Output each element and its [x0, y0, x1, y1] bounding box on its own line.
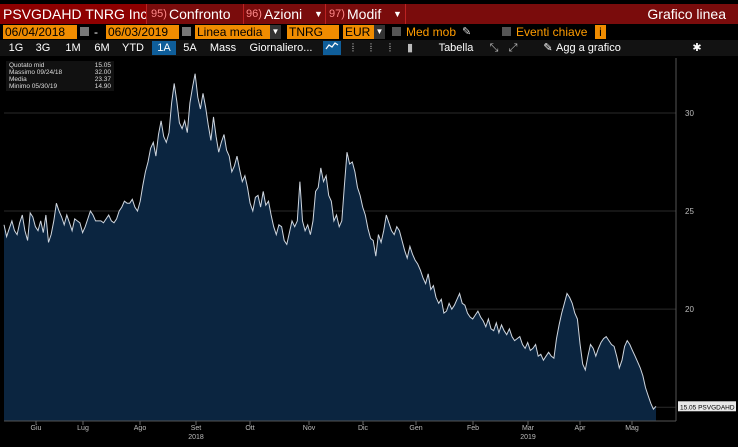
range-1g-button[interactable]: 1G [8, 42, 24, 54]
eventi-chiave-label: Eventi chiave [516, 25, 588, 39]
pencil-icon[interactable]: ✎ [462, 26, 472, 38]
chart-legend: Quotato mid 15.05 Massimo 09/24/18 32.00 M… [6, 61, 114, 91]
menu-num-confronto: 95) [151, 8, 167, 20]
calendar-icon[interactable] [80, 27, 89, 36]
range-mass-button[interactable]: Mass [209, 42, 237, 54]
x-tick-label: Ago [134, 425, 147, 432]
menu-num-azioni: 96) [246, 8, 262, 20]
chevron-down-icon[interactable]: ▼ [374, 25, 385, 39]
range-5a-button[interactable]: 5A [183, 42, 197, 54]
add-to-chart-button[interactable]: Agg a grafico [556, 42, 621, 54]
chevron-down-icon[interactable]: ▼ [270, 25, 281, 39]
x-tick-label: Ott [245, 425, 254, 432]
x-tick-label: Apr [575, 425, 587, 432]
med-mob-label: Med mob [406, 25, 457, 39]
modif-menu[interactable]: Modif [347, 6, 382, 22]
legend-low-value: 14.90 [94, 83, 111, 90]
histogram-icon[interactable]: ▮ [406, 42, 414, 54]
ticker-label: PSVGDAHD TNRG Inc [3, 6, 147, 22]
legend-low-label: Minimo 05/30/19 [9, 83, 58, 90]
divider [405, 4, 406, 24]
date-dash: - [94, 25, 98, 39]
menu-num-modif: 97) [329, 8, 345, 20]
legend-row: Minimo 05/30/19 14.90 [9, 83, 111, 90]
tabella-button[interactable]: Tabella [438, 42, 474, 54]
price-line [3, 73, 657, 411]
legend-high-label: Massimo 09/24/18 [9, 69, 63, 76]
divider [243, 4, 244, 24]
chart-type-select[interactable]: Linea media [195, 25, 272, 39]
line-chart-icon[interactable] [323, 41, 341, 55]
azioni-menu[interactable]: Azioni [264, 6, 303, 22]
x-tick-label: Feb [467, 425, 479, 432]
divider [325, 4, 326, 24]
legend-last-value: 15.05 [94, 62, 111, 69]
x-tick-label: Lug [77, 425, 89, 432]
price-chart: 15202530GiuLugAgoSetOttNovDicGenFebMarAp… [3, 58, 736, 441]
page-title: Grafico linea [647, 6, 726, 22]
fullscreen-icon[interactable]: ⤡ [489, 42, 499, 54]
x-tick-label: Dic [358, 425, 369, 432]
med-mob-checkbox[interactable] [392, 27, 401, 36]
currency-select[interactable]: EUR [343, 25, 377, 39]
title-bar: PSVGDAHD TNRG Inc 95) Confronto 96) Azio… [0, 4, 738, 24]
range-ytd-button[interactable]: YTD [122, 42, 144, 54]
legend-row: Media 23.37 [9, 76, 111, 83]
info-icon[interactable]: i [595, 25, 606, 39]
legend-row: Massimo 09/24/18 32.00 [9, 69, 111, 76]
price-area [4, 73, 656, 421]
chevron-down-icon[interactable]: ▼ [314, 9, 323, 19]
legend-high-value: 32.00 [94, 69, 111, 76]
chevron-down-icon[interactable]: ▼ [393, 9, 402, 19]
range-3g-button[interactable]: 3G [35, 42, 51, 54]
legend-last-label: Quotato mid [9, 62, 45, 69]
eventi-chiave-checkbox[interactable] [502, 27, 511, 36]
y-tick-label: 25 [685, 207, 694, 216]
draw-icon[interactable]: ✎ [543, 42, 553, 54]
legend-avg-label: Media [9, 76, 27, 83]
range-toolbar: 1G 3G 1M 6M YTD 1A 5A Mass Giornaliero..… [0, 40, 738, 56]
last-price-tag-bg [678, 401, 736, 412]
range-1m-button[interactable]: 1M [65, 42, 81, 54]
collapse-icon[interactable]: ⤢ [508, 42, 518, 54]
x-year-label: 2018 [188, 434, 204, 441]
x-tick-label: Mag [625, 425, 639, 432]
x-tick-label: Set [191, 425, 202, 432]
x-tick-label: Mar [522, 425, 535, 432]
y-tick-label: 20 [685, 305, 694, 314]
security-input[interactable]: TNRG [287, 25, 339, 39]
ticker-field[interactable]: PSVGDAHD TNRG Inc [0, 4, 147, 24]
x-tick-label: Nov [303, 425, 316, 432]
x-tick-label: Gen [409, 425, 422, 432]
bar-chart-icon[interactable]: ⦙ [351, 42, 355, 54]
chart-area: 15202530GiuLugAgoSetOttNovDicGenFebMarAp… [0, 58, 738, 447]
legend-avg-value: 23.37 [94, 76, 111, 83]
gear-icon[interactable]: ✱ [692, 42, 702, 54]
end-date-input[interactable]: 06/03/2019 [106, 25, 179, 39]
ohlc-icon[interactable]: ⦙ [388, 42, 392, 54]
range-6m-button[interactable]: 6M [94, 42, 110, 54]
confronto-menu[interactable]: Confronto [169, 6, 231, 22]
frequency-select[interactable]: Giornaliero... [249, 42, 313, 54]
x-tick-label: Giu [31, 425, 42, 432]
candlestick-icon[interactable]: ⦙ [369, 42, 373, 54]
range-1a-button[interactable]: 1A [152, 41, 176, 55]
settings-bar: 06/04/2018 - 06/03/2019 Linea media ▼ TN… [0, 24, 738, 40]
start-date-input[interactable]: 06/04/2018 [3, 25, 77, 39]
y-tick-label: 30 [685, 109, 694, 118]
last-price-tag-text: 15.05 PSVGDAHD [680, 404, 735, 411]
calendar-icon[interactable] [182, 27, 191, 36]
legend-row: Quotato mid 15.05 [9, 62, 111, 69]
x-year-label: 2019 [520, 434, 536, 441]
last-price-tag: 15.05 PSVGDAHD [678, 401, 736, 412]
